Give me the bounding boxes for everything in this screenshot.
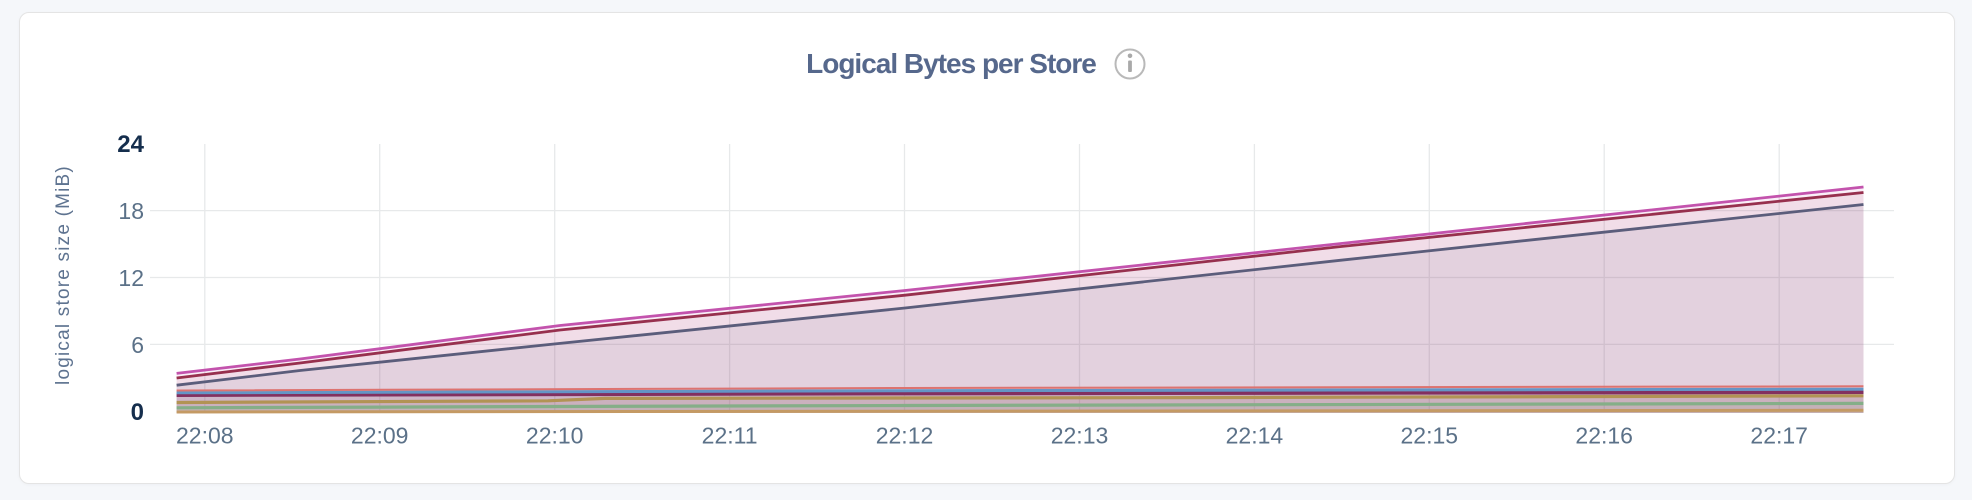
- svg-text:12: 12: [118, 265, 144, 291]
- svg-text:22:08: 22:08: [176, 423, 234, 449]
- svg-text:22:13: 22:13: [1051, 423, 1109, 449]
- svg-text:0: 0: [131, 399, 144, 426]
- svg-text:22:11: 22:11: [702, 423, 758, 449]
- svg-text:18: 18: [118, 198, 144, 224]
- svg-text:22:15: 22:15: [1401, 423, 1459, 449]
- svg-text:22:16: 22:16: [1575, 423, 1633, 449]
- svg-text:22:17: 22:17: [1750, 423, 1808, 449]
- svg-text:22:14: 22:14: [1226, 423, 1284, 449]
- svg-text:22:10: 22:10: [526, 423, 584, 449]
- svg-text:24: 24: [117, 131, 144, 158]
- svg-text:6: 6: [131, 332, 144, 358]
- svg-text:22:12: 22:12: [876, 423, 934, 449]
- svg-text:22:09: 22:09: [351, 423, 409, 449]
